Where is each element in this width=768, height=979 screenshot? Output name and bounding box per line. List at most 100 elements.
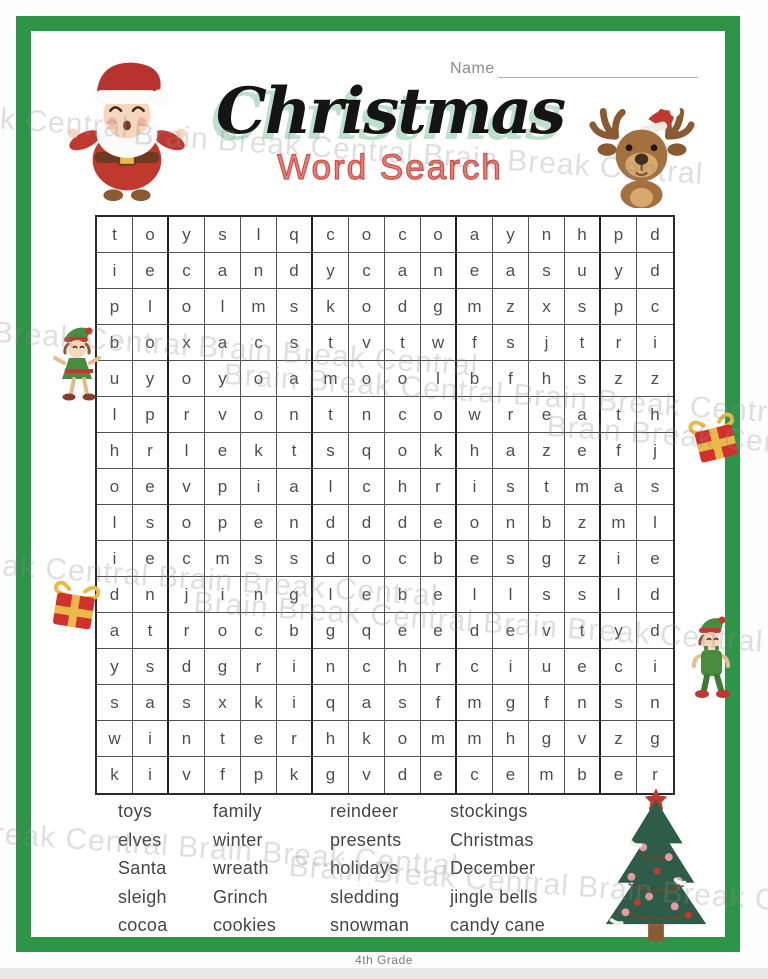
grid-cell: v	[565, 721, 601, 757]
grid-cell: r	[493, 397, 529, 433]
grid-cell: z	[601, 721, 637, 757]
grid-cell: u	[565, 253, 601, 289]
grid-cell: i	[133, 757, 169, 793]
grid-cell: l	[601, 577, 637, 613]
grid-cell: p	[97, 289, 133, 325]
grid-cell: a	[205, 253, 241, 289]
grid-cell: c	[385, 397, 421, 433]
grid-cell: m	[313, 361, 349, 397]
grid-cell: e	[421, 757, 457, 793]
elf-icon	[53, 327, 101, 401]
grid-cell: h	[385, 649, 421, 685]
word-list-item: Christmas	[450, 829, 534, 850]
grid-cell: o	[385, 361, 421, 397]
grid-cell: o	[169, 361, 205, 397]
grid-cell: i	[133, 721, 169, 757]
grid-cell: a	[205, 325, 241, 361]
word-list-column: toys elves Santa sleigh cocoa	[118, 797, 168, 940]
grid-cell: i	[205, 577, 241, 613]
grid-cell: k	[241, 433, 277, 469]
grid-cell: s	[565, 289, 601, 325]
grid-cell: v	[529, 613, 565, 649]
grid-cell: n	[241, 577, 277, 613]
grid-cell: s	[133, 505, 169, 541]
grid-cell: d	[637, 577, 673, 613]
grid-cell: g	[205, 649, 241, 685]
grid-cell: s	[493, 541, 529, 577]
grid-cell: l	[313, 469, 349, 505]
gift-icon	[53, 580, 101, 630]
grid-cell: b	[457, 361, 493, 397]
grid-cell: e	[457, 541, 493, 577]
grid-cell: g	[313, 613, 349, 649]
grid-cell: d	[169, 649, 205, 685]
reindeer-icon	[589, 106, 695, 208]
grid-cell: n	[313, 649, 349, 685]
grid-cell: n	[565, 685, 601, 721]
grid-cell: g	[421, 289, 457, 325]
title-block: Christmas Word Search	[100, 80, 680, 188]
grid-cell: m	[457, 685, 493, 721]
grid-cell: i	[493, 649, 529, 685]
grid-cell: o	[97, 469, 133, 505]
grid-cell: n	[241, 253, 277, 289]
grid-cell: y	[97, 649, 133, 685]
grid-cell: y	[169, 217, 205, 253]
grid-cell: t	[565, 613, 601, 649]
grid-cell: s	[241, 541, 277, 577]
grid-cell: x	[205, 685, 241, 721]
grid-cell: z	[565, 541, 601, 577]
grid-cell: f	[421, 685, 457, 721]
grid-cell: r	[421, 469, 457, 505]
christmas-tree-icon	[605, 788, 707, 941]
word-list-item: sleigh	[118, 886, 167, 907]
grid-cell: s	[493, 325, 529, 361]
name-label: Name	[450, 60, 495, 77]
grid-cell: a	[349, 685, 385, 721]
grid-cell: f	[205, 757, 241, 793]
grid-cell: e	[529, 397, 565, 433]
grid-cell: c	[349, 469, 385, 505]
grid-cell: g	[529, 721, 565, 757]
grid-cell: s	[277, 325, 313, 361]
grid-cell: s	[277, 541, 313, 577]
grid-cell: o	[205, 613, 241, 649]
grid-cell: e	[349, 577, 385, 613]
grid-cell: n	[529, 217, 565, 253]
grid-cell: r	[133, 433, 169, 469]
grid-cell: e	[637, 541, 673, 577]
word-list-item: Santa	[118, 858, 167, 878]
grid-cell: y	[601, 613, 637, 649]
grid-cell: k	[97, 757, 133, 793]
grid-cell: c	[457, 649, 493, 685]
grid-cell: q	[349, 613, 385, 649]
grid-cell: t	[97, 217, 133, 253]
word-list-column: stockings Christmas December jingle bells ca…	[450, 797, 545, 940]
grid-cell: s	[529, 253, 565, 289]
grid-cell: q	[313, 685, 349, 721]
grid-cell: m	[565, 469, 601, 505]
grid-cell: o	[241, 397, 277, 433]
grid-cell: o	[457, 505, 493, 541]
grid-cell: b	[385, 577, 421, 613]
grid-cell: o	[169, 505, 205, 541]
grid-cell: w	[421, 325, 457, 361]
word-list-item: cookies	[213, 915, 277, 935]
grid-cell: s	[313, 433, 349, 469]
grid-cell: e	[133, 469, 169, 505]
word-list-item: winter	[213, 829, 263, 850]
grid-cell: h	[385, 469, 421, 505]
grid-cell: a	[565, 397, 601, 433]
grid-cell: e	[133, 541, 169, 577]
grid-cell: l	[97, 397, 133, 433]
word-list-item: December	[450, 858, 536, 878]
grid-cell: h	[529, 361, 565, 397]
grid-cell: o	[133, 325, 169, 361]
grid-cell: n	[493, 505, 529, 541]
grid-cell: z	[601, 361, 637, 397]
grid-cell: s	[277, 289, 313, 325]
grid-cell: n	[637, 685, 673, 721]
grid-cell: e	[421, 613, 457, 649]
grid-cell: h	[457, 433, 493, 469]
